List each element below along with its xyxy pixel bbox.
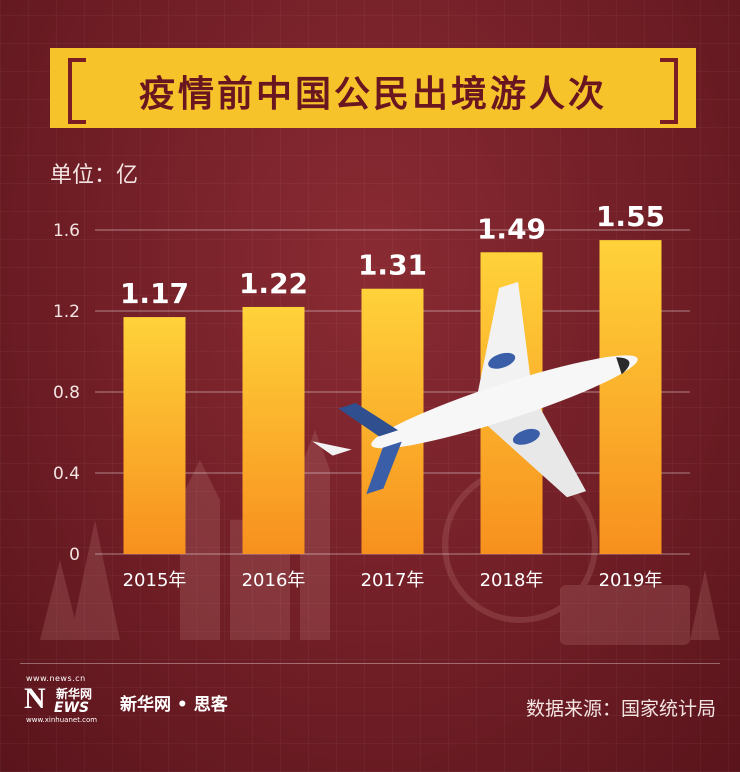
logo-bottom-text: www.xinhuanet.com [26,716,98,724]
unit-label: 单位：亿 [50,163,139,188]
y-tick-label: 0 [69,545,80,565]
y-tick-label: 1.2 [53,302,80,322]
left-bracket [68,58,86,124]
right-bracket [660,58,678,124]
footer-divider [20,663,720,664]
y-tick-labels: 0 0.4 0.8 1.2 1.6 [53,221,80,565]
y-tick-label: 0.4 [53,464,80,484]
y-tick-label: 1.6 [53,221,80,241]
x-tick-label: 2017年 [361,570,425,591]
y-tick-label: 0.8 [53,383,80,403]
brand-label: 新华网 • 思客 [120,695,228,715]
x-tick-label: 2015年 [123,570,187,591]
bar [599,240,662,554]
xinhua-logo: www.news.cn N 新华网 EWS www.xinhuanet.com [22,672,112,724]
airplane-icon [312,281,638,498]
value-label: 1.22 [239,267,308,300]
bars [123,240,662,554]
bar [242,306,305,554]
source-label: 数据来源：国家统计局 [525,698,716,720]
value-label: 1.55 [596,200,665,233]
chart-title: 疫情前中国公民出境游人次 [138,74,607,115]
value-label: 1.49 [477,212,546,245]
value-labels: 1.17 1.22 1.31 1.49 1.55 [120,200,665,310]
value-label: 1.17 [120,277,189,310]
skyline-decoration [40,430,720,645]
x-tick-labels: 2015年 2016年 2017年 2018年 2019年 [123,570,663,591]
logo-letter: N [24,682,46,715]
logo-cn-text: 新华网 [56,687,93,701]
value-label: 1.31 [358,249,427,282]
logo-ews-text: EWS [54,700,90,716]
x-tick-label: 2018年 [480,570,544,591]
x-tick-label: 2019年 [599,570,663,591]
bar [123,317,186,554]
x-tick-label: 2016年 [242,570,306,591]
logo-top-text: www.news.cn [26,674,86,683]
title-band: 疫情前中国公民出境游人次 [50,48,696,128]
